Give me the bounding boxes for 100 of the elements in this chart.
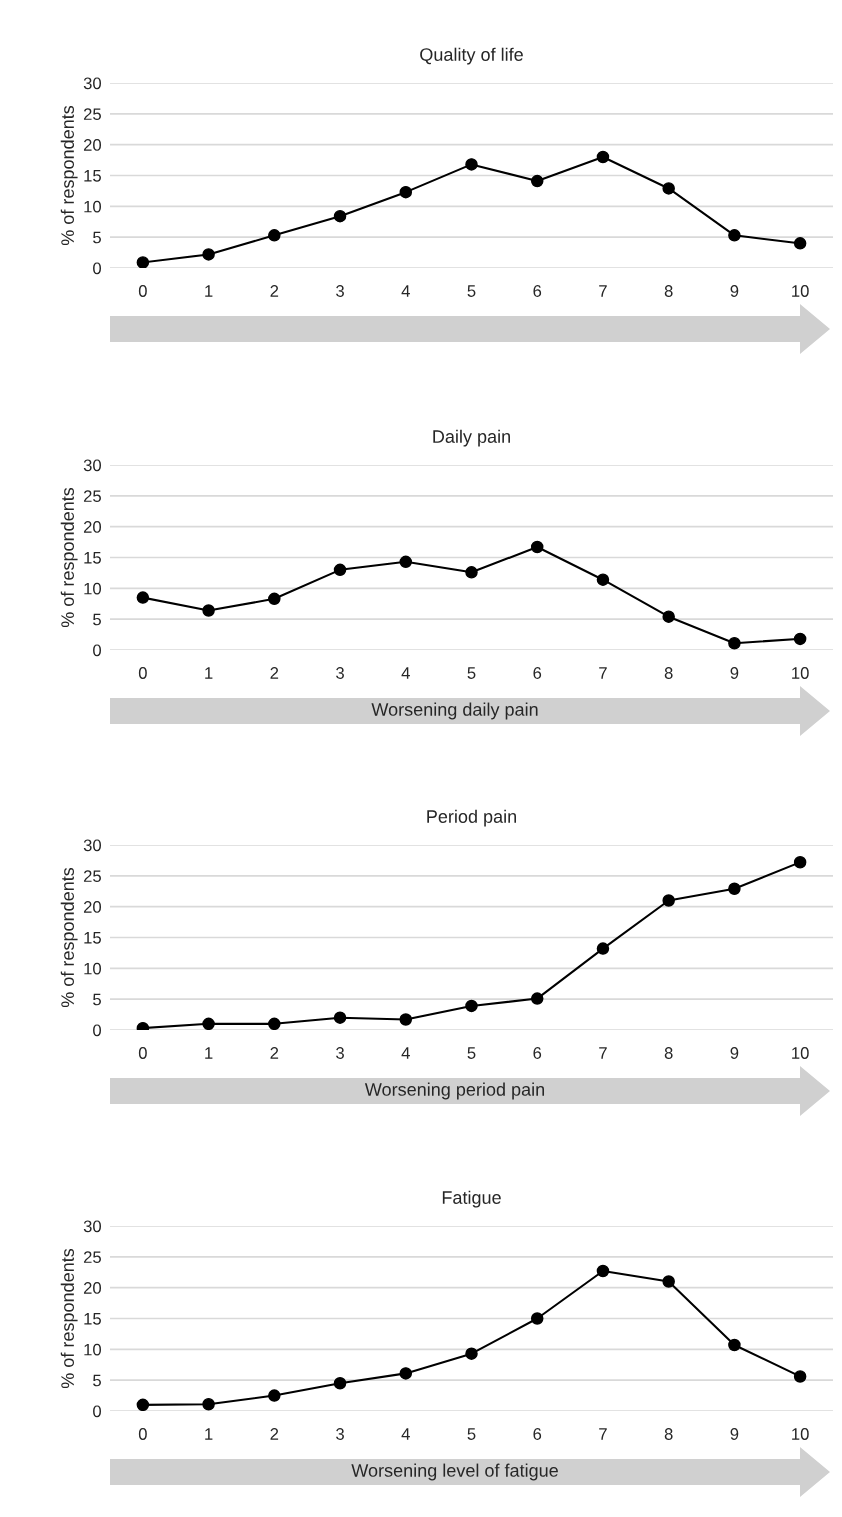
x-tick-label: 0 bbox=[138, 1047, 147, 1059]
y-tick-label: 25 bbox=[83, 1251, 101, 1264]
x-tick-label: 9 bbox=[730, 285, 739, 297]
x-tick-label: 1 bbox=[205, 285, 213, 297]
x-tick-label: 4 bbox=[401, 1047, 410, 1059]
x-tick-label: 6 bbox=[533, 1428, 542, 1440]
y-tick-label: 15 bbox=[84, 1313, 101, 1325]
y-tick-label: 0 bbox=[93, 1405, 102, 1418]
point bbox=[662, 1275, 675, 1288]
y-tick-label: 15 bbox=[84, 932, 101, 944]
x-tick-label: 5 bbox=[467, 667, 476, 679]
point bbox=[268, 229, 281, 242]
y-tick-label: 0 bbox=[93, 1024, 102, 1037]
point bbox=[465, 1347, 478, 1360]
x-tick-label: 4 bbox=[401, 667, 410, 679]
y-tick-label: 30 bbox=[83, 77, 102, 90]
chart-title: Daily pain bbox=[433, 429, 510, 447]
point bbox=[530, 992, 544, 1005]
point bbox=[136, 256, 150, 268]
x-tick-label: 10 bbox=[792, 1047, 809, 1059]
x-tick-label: 3 bbox=[336, 1047, 344, 1059]
x-tick-label: 8 bbox=[664, 1047, 673, 1059]
point bbox=[596, 942, 610, 955]
point bbox=[202, 604, 215, 617]
x-tick-label: 2 bbox=[270, 667, 279, 679]
point bbox=[596, 150, 610, 164]
point bbox=[465, 158, 478, 171]
point bbox=[793, 856, 807, 869]
point bbox=[333, 209, 347, 223]
point bbox=[728, 636, 741, 650]
x-tick-label: 10 bbox=[792, 1428, 809, 1440]
chart-title: Fatigue bbox=[442, 1190, 501, 1208]
x-tick-label: 6 bbox=[533, 1047, 542, 1059]
x-tick-label: 6 bbox=[533, 285, 542, 297]
x-tick-label: 7 bbox=[599, 1047, 607, 1059]
x-tick-label: 7 bbox=[599, 667, 607, 679]
x-axis-title: Worsening level of fatigue bbox=[351, 1463, 558, 1481]
point bbox=[530, 540, 544, 554]
y-axis-title: % of respondents bbox=[60, 105, 78, 246]
point bbox=[530, 1312, 544, 1325]
point bbox=[728, 229, 741, 242]
point bbox=[399, 555, 413, 569]
x-tick-label: 3 bbox=[336, 1428, 344, 1440]
x-tick-label: 0 bbox=[138, 667, 147, 679]
point bbox=[333, 1011, 347, 1024]
point bbox=[662, 182, 675, 195]
y-tick-label: 5 bbox=[93, 993, 101, 1006]
y-tick-label: 30 bbox=[83, 839, 102, 852]
y-tick-label: 10 bbox=[84, 200, 102, 213]
point bbox=[268, 1389, 281, 1402]
y-tick-label: 25 bbox=[83, 490, 101, 503]
x-tick-label: 0 bbox=[138, 285, 147, 297]
x-tick-label: 5 bbox=[467, 1047, 476, 1059]
x-tick-label: 3 bbox=[336, 667, 344, 679]
x-tick-label: 4 bbox=[401, 1428, 410, 1440]
x-tick-label: 10 bbox=[792, 667, 809, 679]
y-tick-label: 5 bbox=[93, 1374, 101, 1387]
point bbox=[399, 1367, 413, 1380]
x-tick-label: 6 bbox=[533, 667, 542, 679]
point bbox=[728, 1338, 741, 1352]
x-tick-label: 9 bbox=[730, 667, 739, 679]
x-tick-label: 7 bbox=[599, 285, 607, 297]
point bbox=[662, 894, 675, 907]
x-tick-label: 2 bbox=[270, 1428, 279, 1440]
point bbox=[268, 592, 281, 606]
y-tick-label: 5 bbox=[93, 613, 101, 626]
y-tick-label: 10 bbox=[84, 582, 102, 595]
point bbox=[465, 999, 478, 1013]
point bbox=[136, 1398, 150, 1411]
y-tick-label: 25 bbox=[83, 108, 101, 121]
y-tick-label: 25 bbox=[83, 870, 101, 883]
x-tick-label: 8 bbox=[664, 667, 673, 679]
point bbox=[268, 1017, 281, 1030]
x-tick-label: 0 bbox=[138, 1428, 147, 1440]
point bbox=[530, 174, 544, 188]
chart-title: Quality of life bbox=[420, 47, 523, 65]
x-tick-label: 5 bbox=[467, 1428, 476, 1440]
point bbox=[399, 1013, 413, 1026]
y-tick-label: 0 bbox=[93, 262, 102, 275]
x-tick-label: 4 bbox=[401, 285, 410, 297]
point bbox=[596, 573, 610, 586]
y-tick-label: 10 bbox=[84, 962, 102, 975]
y-tick-label: 10 bbox=[84, 1343, 102, 1356]
point bbox=[333, 563, 347, 577]
x-tick-label: 2 bbox=[270, 285, 279, 297]
point bbox=[202, 1397, 215, 1411]
point bbox=[136, 591, 150, 604]
y-axis-title: % of respondents bbox=[60, 1248, 78, 1389]
point bbox=[399, 185, 413, 199]
point bbox=[793, 237, 807, 250]
point bbox=[662, 610, 675, 623]
x-tick-label: 1 bbox=[205, 1428, 213, 1440]
x-tick-label: 8 bbox=[664, 285, 673, 297]
y-tick-label: 20 bbox=[83, 901, 102, 913]
x-tick-label: 10 bbox=[792, 285, 809, 297]
y-tick-label: 0 bbox=[93, 644, 102, 657]
x-tick-label: 2 bbox=[270, 1047, 279, 1059]
y-tick-label: 20 bbox=[83, 1282, 102, 1294]
x-tick-label: 7 bbox=[599, 1428, 607, 1440]
y-tick-label: 15 bbox=[84, 552, 101, 564]
